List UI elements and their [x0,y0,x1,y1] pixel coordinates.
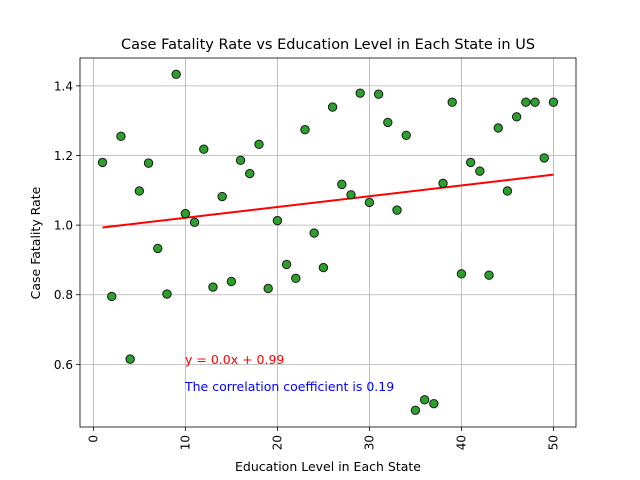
plot-frame [79,57,577,428]
data-point [475,166,485,176]
y-axis-label: Case Fatality Rate [28,186,43,299]
data-point [318,262,329,273]
y-tick-label: 1.4 [54,79,73,93]
data-point [300,125,310,135]
data-point [272,215,283,226]
data-point [511,112,522,122]
data-point [199,144,209,154]
data-point [447,97,457,107]
data-point [502,186,513,196]
data-point [392,205,402,215]
data-point [539,153,549,163]
regression-line [102,173,554,229]
y-grid [80,85,576,365]
data-point [162,289,172,299]
data-point [337,179,347,190]
data-point [346,190,356,200]
data-point [226,276,237,287]
data-point [548,97,559,107]
data-point [401,130,411,140]
data-point [530,97,540,107]
data-point [419,395,430,405]
data-point [254,139,264,150]
x-tick-label: 10 [178,435,192,450]
data-point [171,69,181,80]
data-point [116,131,126,142]
data-point [456,269,467,279]
x-tick-label: 40 [454,435,468,450]
data-point [189,217,200,228]
y-tick-label: 1.2 [54,149,73,163]
data-point [208,282,218,292]
data-point [521,97,531,107]
x-grid [92,58,554,427]
data-point [263,283,273,294]
data-point [309,228,319,238]
x-tick-label: 50 [546,435,560,450]
data-point [125,354,135,364]
data-point [438,178,448,189]
data-point [180,208,191,219]
y-tick-label: 1.0 [54,219,73,233]
data-point [364,197,375,208]
x-tick-label: 20 [270,435,284,450]
data-point [465,157,476,168]
chart-title: Case Fatality Rate vs Education Level in… [121,37,535,53]
data-point [235,155,246,166]
data-point [107,291,117,302]
data-point [373,89,384,99]
data-point [245,168,255,179]
x-axis-ticks: 0 10 20 30 40 50 [86,427,560,450]
data-points [97,69,559,415]
data-point [291,273,301,284]
regression-equation-annotation: y = 0.0x + 0.99 [185,352,284,367]
data-point [410,405,421,415]
x-tick-label: 30 [362,435,376,450]
data-point [97,157,108,168]
x-tick-label: 0 [86,435,100,443]
data-point [327,102,338,112]
data-point [383,117,393,128]
y-axis-ticks: 0.6 0.8 1.0 1.2 1.4 [54,79,80,372]
data-point [281,259,292,270]
regression-line-group [102,173,554,229]
correlation-annotation: The correlation coefficient is 0.19 [184,379,394,394]
data-point [429,398,439,409]
data-point [484,270,494,280]
data-point [493,123,503,133]
y-tick-label: 0.6 [54,358,73,372]
data-point [355,88,365,98]
x-axis-label: Education Level in Each State [235,459,421,474]
data-point [217,191,227,202]
data-point [153,243,163,254]
y-tick-label: 0.8 [54,288,73,302]
data-point [134,186,145,196]
data-point [143,158,154,168]
